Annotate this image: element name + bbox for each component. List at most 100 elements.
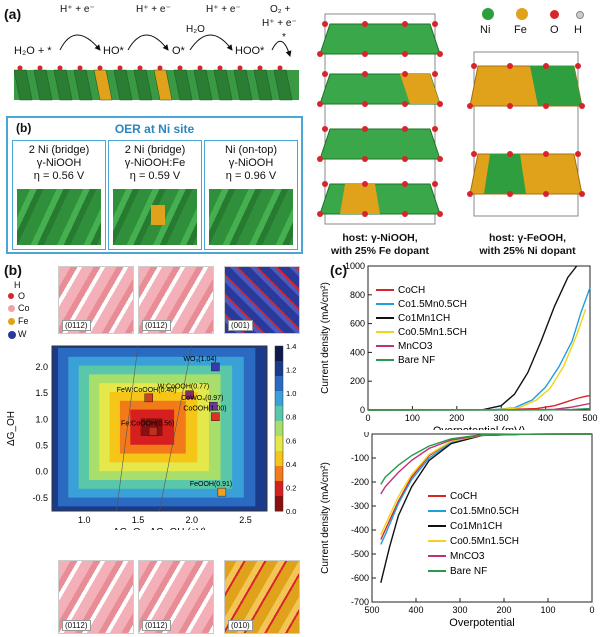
colorbar-segment [275, 481, 283, 497]
slab-octahedron [273, 69, 293, 101]
series-line [367, 265, 578, 411]
case-3-box: Ni (on-top) γ-NiOOH η = 0.96 V [204, 140, 298, 250]
legend-h: H [574, 24, 582, 36]
y-axis-label: Current density (mA/cm²) [320, 462, 331, 574]
heatmap-point-label: WO₃(1.04) [183, 356, 216, 363]
slab-octahedron [173, 69, 193, 101]
fe-icon [516, 8, 528, 20]
case-2-structure [113, 189, 197, 245]
colorbar-tick: 0.8 [286, 413, 296, 422]
thumb-top-2: (0112) [138, 266, 214, 334]
scheme-start: H₂O + * [14, 45, 52, 57]
y-tick-label: -400 [351, 525, 369, 535]
heatmap-point [148, 427, 158, 436]
legend-label: Co0.5Mn1.5CH [450, 536, 519, 547]
oer-title: OER at Ni site [114, 122, 195, 136]
x-tick-label: 200 [496, 605, 511, 615]
colorbar-segment [275, 376, 283, 392]
series-line [380, 433, 593, 485]
thumb-bottom-1-label: (0112) [62, 620, 91, 631]
heatmap-point [144, 393, 153, 403]
panel-a-label: (a) [4, 6, 22, 22]
x-tick-label: 400 [538, 413, 553, 423]
slab-oxygen [177, 65, 183, 71]
thumb-bottom-3-label: (010) [228, 620, 253, 631]
x-tick-label: 400 [408, 605, 423, 615]
slab-octahedron [113, 69, 133, 101]
scheme-step4b: H⁺ + e⁻ [262, 18, 297, 29]
x-tick-label: 300 [494, 413, 509, 423]
heatmap-point [209, 401, 218, 411]
thumb-bottom-1: (0112) [58, 560, 134, 634]
colorbar-tick: 1.4 [286, 342, 296, 351]
legend-co-dot [8, 305, 15, 312]
x-axis-label: Overpotential (mV) [433, 425, 525, 430]
heatmap-point [211, 412, 220, 421]
legend-label: MnCO3 [398, 341, 433, 352]
catalyst-slab-strip [14, 65, 299, 101]
thumb-bottom-3: (010) [224, 560, 300, 634]
slab-octahedron [53, 69, 73, 101]
scheme-step4a: O₂ + [270, 4, 291, 15]
y-tick-label: -100 [351, 453, 369, 463]
nioo-host-structure [317, 13, 443, 225]
y-tick-label: 0 [360, 405, 365, 415]
legend-co-label: Co [18, 303, 30, 313]
legend-label: Co1.5Mn0.5CH [398, 299, 467, 310]
slab-oxygen [277, 65, 283, 71]
slab-octahedron [153, 69, 173, 101]
x-tick-label: 100 [540, 605, 555, 615]
slab-oxygen [157, 65, 163, 71]
colorbar-segment [275, 421, 283, 437]
x-tick-label: 100 [405, 413, 420, 423]
legend-w-dot [8, 331, 16, 339]
legend-label: Bare NF [450, 566, 487, 577]
legend-fe-label: Fe [18, 316, 29, 326]
colorbar-tick: 0.0 [286, 507, 296, 516]
slab-oxygen [97, 65, 103, 71]
scheme-step3: H⁺ + e⁻ [206, 4, 241, 15]
y-tick-label: -500 [351, 549, 369, 559]
y-tick-label: 0 [364, 432, 369, 439]
legend-label: Co1Mn1CH [450, 521, 502, 532]
heatmap-xlabel: ΔG_O - ΔG_OH (eV) [113, 527, 206, 530]
slab-octahedron [133, 69, 153, 101]
thumb-bottom-2: (0112) [138, 560, 214, 634]
case-3-material: γ-NiOOH [228, 157, 274, 169]
h-icon [576, 11, 584, 19]
case-2-box: 2 Ni (bridge) γ-NiOOH:Fe η = 0.59 V [108, 140, 202, 250]
legend-o: O [550, 24, 559, 36]
thumb-bottom-2-label: (0112) [142, 620, 171, 631]
case-2-material: γ-NiOOH:Fe [124, 157, 186, 169]
scheme-step1: H⁺ + e⁻ [60, 4, 95, 15]
scheme-int2: O* [172, 45, 185, 57]
heatmap-point [185, 390, 194, 399]
heatmap-ytick: 0.5 [35, 441, 48, 451]
panel-b-label: (b) [4, 262, 22, 278]
series-line [367, 394, 591, 411]
oer-lsv-chart: 0 100 200 300 400 500 0 200 400 600 800 1000 Overpot… [320, 262, 598, 430]
slab-octahedron [93, 69, 113, 101]
thumb-top-3-label: (001) [228, 320, 253, 331]
case-1-eta: η = 0.56 V [33, 170, 85, 182]
heatmap-ytick: 1.0 [35, 414, 48, 424]
fe-dopant-site [151, 205, 165, 225]
ni-icon [482, 8, 494, 20]
legend-label: Co1.5Mn0.5CH [450, 506, 519, 517]
heatmap-ylabel: ΔG_OH [6, 411, 17, 446]
ni-layer-4 [319, 183, 441, 215]
heatmap-ytick: 0.0 [35, 467, 48, 477]
legend-fe-dot [8, 318, 15, 325]
host2-line2: with 25% Ni dopant [479, 245, 576, 257]
oer-panel: (b) OER at Ni site 2 Ni (bridge) γ-NiOOH… [6, 116, 303, 254]
heatmap-point [211, 362, 220, 372]
slab-octahedron [213, 69, 233, 101]
heatmap-xtick: 2.5 [239, 515, 252, 525]
scheme-arrows [59, 34, 292, 57]
colorbar-segment [275, 406, 283, 422]
fe-layer-1 [469, 65, 583, 107]
slab-oxygen [257, 65, 263, 71]
o-icon [550, 10, 559, 19]
ni-layer-2 [319, 73, 441, 105]
ni-layer-1 [319, 23, 441, 55]
